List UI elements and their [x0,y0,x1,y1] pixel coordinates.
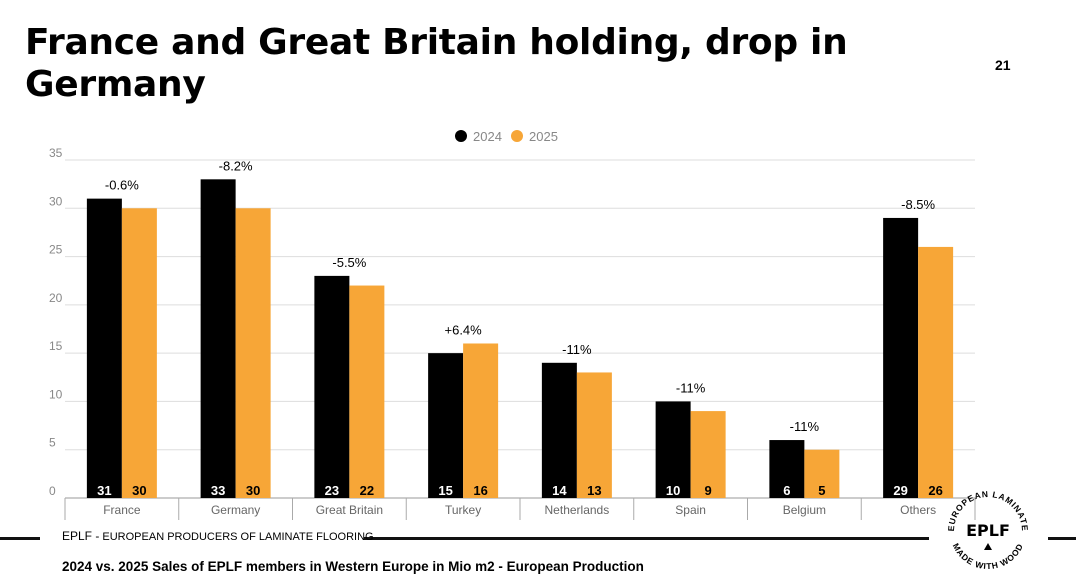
bar-2024 [769,440,805,498]
bar-2024 [314,275,350,498]
change-label: +6.4% [445,322,483,337]
footer-organization: EPLF - EUROPEAN PRODUCERS OF LAMINATE FL… [62,529,374,543]
legend-marker-2025 [511,130,523,142]
bar-2024 [200,179,236,499]
bar-value-label: 14 [552,483,567,498]
footer-caption: 2024 vs. 2025 Sales of EPLF members in W… [62,559,644,574]
change-label: -8.5% [901,197,935,212]
bar-value-label: 26 [928,483,942,498]
bar-value-label: 10 [666,483,680,498]
bar-2025 [690,411,726,498]
change-label: -8.2% [219,158,253,173]
footer-org-lead: EPLF - [62,529,100,543]
y-tick-label: 35 [49,146,63,160]
change-label: -11% [790,419,820,434]
bar-2025 [918,246,954,498]
x-tick-label: Germany [211,503,260,517]
bar-2024 [86,198,122,498]
bar-2024 [428,353,464,498]
change-label: -0.6% [105,178,139,193]
bar-value-label: 30 [132,483,146,498]
bar-value-label: 13 [587,483,601,498]
x-tick-label: Turkey [445,503,481,517]
y-tick-label: 5 [49,436,56,450]
bar-value-label: 5 [818,483,825,498]
bar-value-label: 15 [438,483,452,498]
change-label: -5.5% [332,255,366,270]
bar-value-label: 31 [97,483,111,498]
bar-2025 [349,285,385,498]
x-tick-label: France [103,503,141,517]
x-tick-label: Great Britain [316,503,383,517]
y-tick-label: 20 [49,291,63,305]
legend-marker-2024 [455,130,467,142]
tree-icon [984,543,992,550]
bar-value-label: 9 [705,483,712,498]
y-tick-label: 0 [49,484,56,498]
bar-2025 [121,208,157,499]
x-tick-label: Netherlands [545,503,610,517]
bar-value-label: 30 [246,483,260,498]
legend-label: 2024 [473,129,502,144]
y-tick-label: 30 [49,194,63,208]
bar-value-label: 22 [360,483,374,498]
logo-wordmark: EPLF [966,521,1010,540]
eplf-logo: EUROPEAN LAMINATE MADE WITH WOOD EPLF [946,489,1029,570]
bar-2024 [883,217,919,498]
bar-value-label: 33 [211,483,225,498]
change-label: -11% [676,380,706,395]
y-tick-label: 25 [49,243,63,257]
x-tick-label: Spain [675,503,706,517]
footer-rule-far-right [1048,537,1076,540]
bar-value-label: 29 [893,483,907,498]
x-tick-label: Others [900,503,936,517]
bar-2025 [804,449,840,498]
bar-2025 [463,343,499,498]
bar-2025 [235,208,271,499]
footer-org-name: EUROPEAN PRODUCERS OF LAMINATE FLOORING [102,531,374,543]
page-title: France and Great Britain holding, drop i… [25,22,848,105]
bar-2025 [576,372,612,498]
y-tick-label: 10 [49,387,63,401]
bar-value-label: 6 [783,483,790,498]
y-tick-label: 15 [49,339,63,353]
bar-2024 [541,362,577,498]
bar-value-label: 23 [325,483,339,498]
footer-rule-right [364,537,929,540]
x-tick-label: Belgium [783,503,826,517]
bar-value-label: 16 [473,483,487,498]
page-number: 21 [995,57,1011,73]
bar-2024 [655,401,691,498]
legend-label: 2025 [529,129,558,144]
change-label: -11% [562,342,592,357]
footer-rule-left [0,537,40,540]
